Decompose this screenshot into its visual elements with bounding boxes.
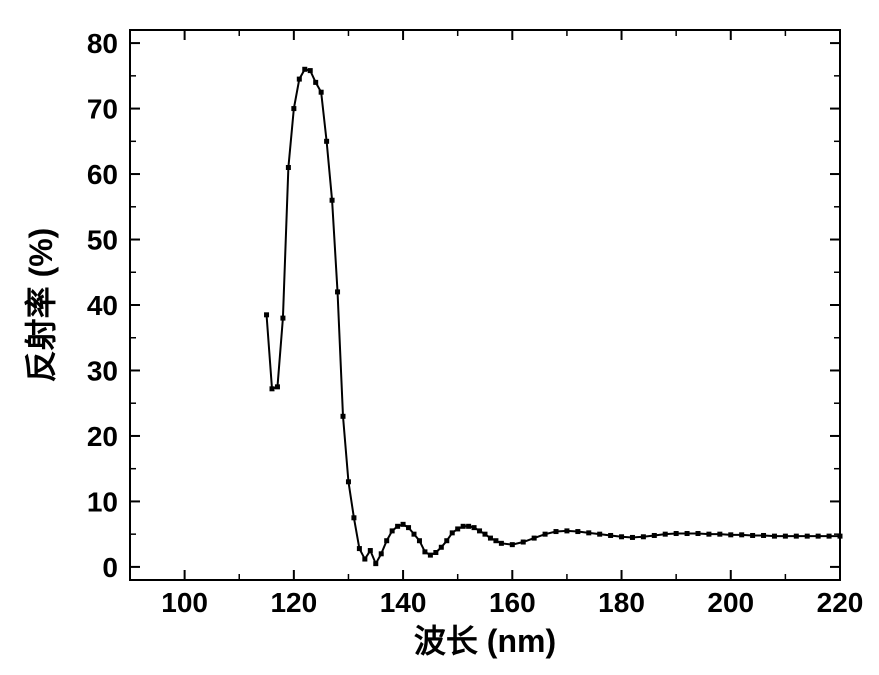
y-axis-title: 反射率 (%) [23,228,59,383]
svg-text:0: 0 [102,552,118,583]
svg-text:50: 50 [87,225,118,256]
svg-text:180: 180 [598,587,645,618]
svg-text:70: 70 [87,94,118,125]
svg-text:80: 80 [87,28,118,59]
svg-text:200: 200 [707,587,754,618]
svg-text:60: 60 [87,159,118,190]
svg-text:30: 30 [87,355,118,386]
svg-text:140: 140 [380,587,427,618]
svg-text:10: 10 [87,486,118,517]
svg-text:100: 100 [161,587,208,618]
x-axis-title: 波长 (nm) [414,623,556,659]
svg-text:220: 220 [817,587,864,618]
reflectance-line-chart: 100 120 140 160 180 200 220 0 10 20 30 40 50 60 70 80 波长… [0,0,879,675]
svg-text:120: 120 [270,587,317,618]
chart-container: 100 120 140 160 180 200 220 0 10 20 30 40 50 60 70 80 波长… [0,0,879,675]
svg-text:20: 20 [87,421,118,452]
svg-text:160: 160 [489,587,536,618]
svg-text:40: 40 [87,290,118,321]
